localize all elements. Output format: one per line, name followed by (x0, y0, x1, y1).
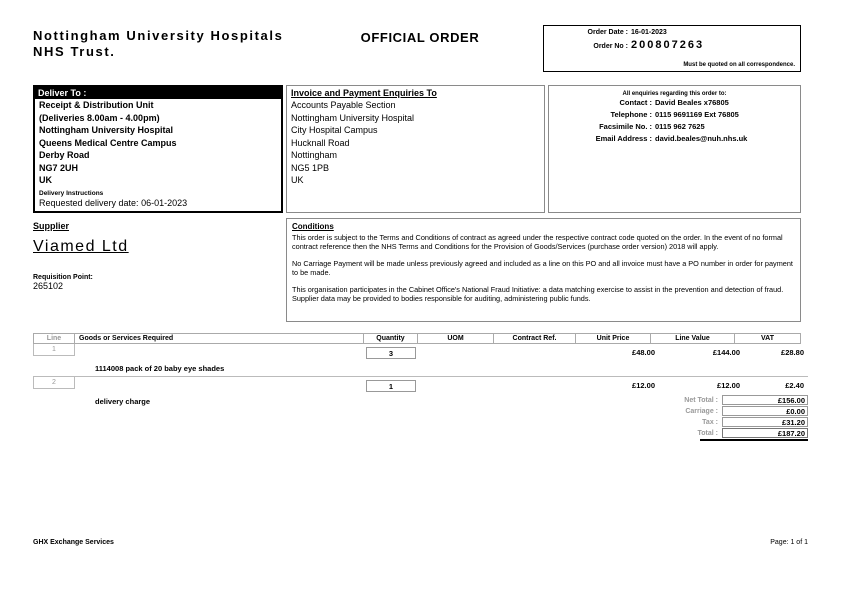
col-header-unit-price: Unit Price (575, 333, 651, 344)
deliver-line: Queens Medical Centre Campus (39, 137, 177, 148)
totals-section: Net Total : £156.00 Carriage : £0.00 Tax… (560, 395, 808, 441)
col-header-line: Line (33, 333, 75, 344)
order-date-value: 16-01-2023 (631, 29, 667, 36)
invoice-enquiries-box: Invoice and Payment Enquiries To Account… (286, 85, 545, 213)
tax-row: Tax : £31.20 (560, 417, 808, 427)
tax-value: £31.20 (722, 417, 808, 427)
unit-price-value: £48.00 (632, 348, 655, 357)
grand-total-value: £187.20 (722, 428, 808, 438)
contact-label: Contact : (619, 98, 653, 107)
facsimile-label: Facsimile No. : (599, 122, 652, 131)
line-number: 2 (33, 377, 75, 389)
table-header-row: Line Goods or Services Required Quantity… (33, 333, 808, 344)
trust-name: Nottingham University Hospitals NHS Trus… (33, 28, 283, 60)
supplier-header: Supplier (33, 221, 70, 231)
quantity-value: 1 (366, 380, 416, 392)
order-quote-note: Must be quoted on all correspondence. (683, 62, 795, 68)
invoice-line: Nottingham (291, 150, 338, 160)
carriage-row: Carriage : £0.00 (560, 406, 808, 416)
carriage-value: £0.00 (722, 406, 808, 416)
net-total-label: Net Total : (684, 396, 718, 404)
grand-total-rule (700, 439, 808, 441)
telephone-row: Telephone : 0115 9691169 Ext 76805 (549, 109, 800, 121)
conditions-paragraph: No Carriage Payment will be made unless … (292, 259, 793, 277)
invoice-line: NG5 1PB (291, 162, 330, 173)
deliver-line: (Deliveries 8.00am - 4.00pm) (39, 112, 160, 123)
line-number: 1 (33, 344, 75, 356)
deliver-to-box: Deliver To : Receipt & Distribution Unit… (33, 85, 283, 213)
deliver-line: Receipt & Distribution Unit (39, 100, 154, 110)
net-total-value: £156.00 (722, 395, 808, 405)
document-title: OFFICIAL ORDER (360, 30, 480, 45)
invoice-line: Accounts Payable Section (291, 100, 396, 110)
trust-name-line2: NHS Trust. (33, 44, 116, 59)
conditions-paragraph: This organisation participates in the Ca… (292, 285, 784, 303)
contact-value: David Beales x76805 (655, 98, 729, 107)
order-no-label: Order No : (593, 43, 628, 50)
table-row: 2 1 £12.00 £12.00 £2.40 delivery charge (33, 377, 808, 410)
net-total-row: Net Total : £156.00 (560, 395, 808, 405)
deliver-line: Derby Road (39, 150, 90, 160)
col-header-goods: Goods or Services Required (74, 333, 364, 344)
invoice-line: Nottingham University Hospital (291, 112, 415, 123)
invoice-line: Hucknall Road (291, 137, 350, 148)
trust-name-line1: Nottingham University Hospitals (33, 28, 284, 43)
order-info-box: Order Date : 16-01-2023 Order No : 20080… (543, 25, 801, 72)
conditions-box: Conditions This order is subject to the … (286, 218, 801, 322)
quantity-value: 3 (366, 347, 416, 359)
order-date-label: Order Date : (587, 29, 628, 36)
vat-value: £2.40 (785, 381, 804, 390)
order-no-row: Order No : 200807263 (570, 39, 800, 51)
delivery-instructions-label: Delivery Instructions (39, 189, 104, 197)
facsimile-value: 0115 962 7625 (655, 122, 705, 131)
supplier-name: Viamed Ltd (33, 238, 129, 255)
email-row: Email Address : david.beales@nuh.nhs.uk (549, 133, 800, 145)
invoice-line: City Hospital Campus (291, 125, 378, 135)
footer-service-name: GHX Exchange Services (33, 539, 114, 546)
deliver-line: Nottingham University Hospital (39, 125, 174, 135)
item-description: 1114008 pack of 20 baby eye shades (95, 364, 225, 373)
col-header-uom: UOM (417, 333, 494, 344)
line-value: £12.00 (717, 381, 740, 390)
requisition-point-label: Requisition Point: (33, 274, 93, 281)
facsimile-row: Facsimile No. : 0115 962 7625 (549, 121, 800, 133)
deliver-to-address: Receipt & Distribution Unit (Deliveries … (35, 99, 281, 187)
tax-label: Tax : (702, 418, 718, 426)
telephone-value: 0115 9691169 Ext 76805 (655, 110, 739, 119)
conditions-header: Conditions (292, 222, 334, 231)
col-header-quantity: Quantity (363, 333, 418, 344)
telephone-label: Telephone : (610, 110, 652, 119)
unit-price-value: £12.00 (632, 381, 655, 390)
col-header-line-value: Line Value (650, 333, 735, 344)
line-value: £144.00 (712, 348, 740, 357)
order-date-row: Order Date : 16-01-2023 (570, 29, 800, 36)
deliver-line: UK (39, 175, 52, 185)
col-header-contract-ref: Contract Ref. (493, 333, 576, 344)
vat-value: £28.80 (781, 348, 804, 357)
enquiries-note: All enquiries regarding this order to: (622, 91, 727, 97)
item-description: delivery charge (95, 397, 151, 406)
supplier-section: Supplier Viamed Ltd Requisition Point: 2… (33, 221, 129, 291)
deliver-line: NG7 2UH (39, 162, 79, 173)
grand-total-row: Total : £187.20 (560, 428, 808, 438)
invoice-enquiries-header: Invoice and Payment Enquiries To (291, 88, 437, 98)
deliver-to-header: Deliver To : (35, 87, 281, 99)
table-row: 1 3 £48.00 £144.00 £28.80 1114008 pack o… (33, 344, 808, 377)
carriage-label: Carriage : (685, 407, 718, 415)
conditions-paragraph: This order is subject to the Terms and C… (292, 233, 783, 251)
contact-row: Contact : David Beales x76805 (549, 97, 800, 109)
requisition-point-value: 265102 (33, 281, 64, 291)
requested-delivery-date: Requested delivery date: 06-01-2023 (39, 197, 188, 208)
invoice-line: UK (291, 175, 304, 185)
order-items-table: Line Goods or Services Required Quantity… (33, 333, 808, 410)
email-label: Email Address : (595, 134, 652, 143)
order-no-value: 200807263 (631, 39, 705, 51)
email-value: david.beales@nuh.nhs.uk (655, 134, 748, 143)
col-header-vat: VAT (734, 333, 801, 344)
footer-page-number: Page: 1 of 1 (770, 539, 808, 546)
grand-total-label: Total : (697, 429, 718, 437)
invoice-address: Accounts Payable Section Nottingham Univ… (291, 99, 540, 187)
contact-enquiries-box: All enquiries regarding this order to: C… (548, 85, 801, 213)
